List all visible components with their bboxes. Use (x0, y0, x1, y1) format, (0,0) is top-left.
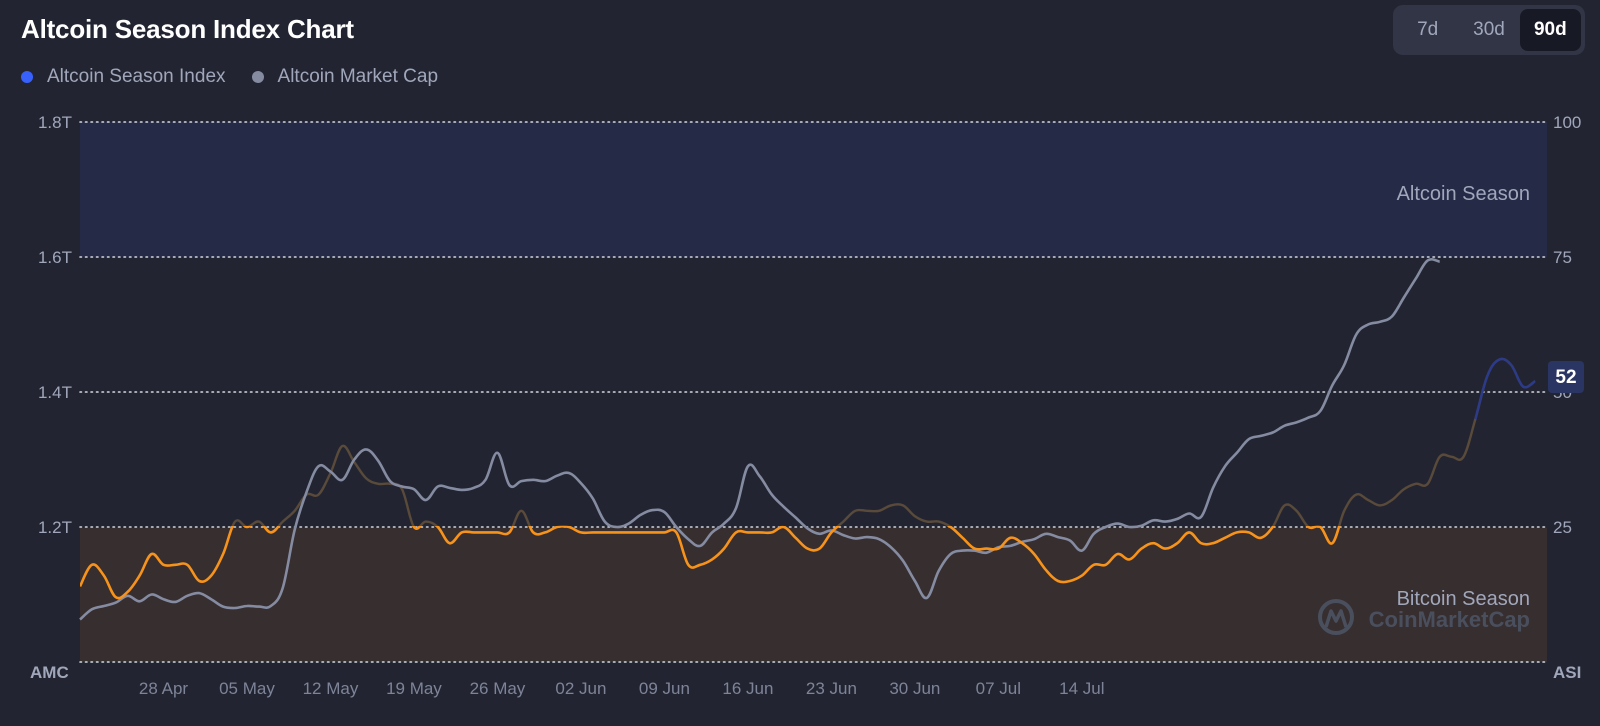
right-axis-ticks: 100755025 (1553, 113, 1581, 537)
x-axis-ticks: 28 Apr 05 May 12 May 19 May 26 May 02 Jun 09 J… (139, 679, 1105, 698)
watermark-brand: CoinMarketCap (1369, 607, 1530, 632)
current-value-text: 52 (1555, 367, 1576, 388)
legend-label: Altcoin Market Cap (277, 66, 439, 87)
altcoin-season-index-line-recent (1474, 357, 1536, 420)
left-tick-label: 1.4T (38, 383, 72, 402)
legend-dot-icon (21, 71, 33, 83)
page-title: Altcoin Season Index Chart (21, 14, 354, 44)
x-tick-label: 19 May (386, 679, 442, 698)
range-button-30d[interactable]: 30d (1473, 19, 1505, 40)
range-button-7d[interactable]: 7d (1417, 19, 1439, 40)
altcoin-market-cap-line (79, 257, 1441, 621)
altcoin-season-zone (80, 122, 1547, 257)
coinmarketcap-logo-icon (1318, 599, 1354, 635)
left-tick-label: 1.2T (38, 518, 72, 537)
altcoin-season-index-line-neutral (230, 357, 1536, 527)
left-axis-name: AMC (30, 663, 69, 682)
x-tick-label: 16 Jun (722, 679, 773, 698)
x-tick-label: 05 May (219, 679, 275, 698)
legend-label: Altcoin Season Index (47, 66, 226, 87)
time-range-selector: 7d 30d 90d (1393, 5, 1585, 55)
right-tick-label: 25 (1553, 518, 1572, 537)
left-tick-label: 1.6T (38, 248, 72, 267)
chart-legend: Altcoin Season Index Altcoin Market Cap (21, 66, 438, 88)
altcoin-season-label: Altcoin Season (1397, 183, 1530, 205)
bitcoin-season-zone (80, 528, 1547, 662)
x-tick-label: 14 Jul (1059, 679, 1104, 698)
bitcoin-season-label: Bitcoin Season (1397, 588, 1530, 610)
current-value-badge: 52 (1548, 361, 1584, 393)
right-tick-label: 75 (1553, 248, 1572, 267)
x-tick-label: 02 Jun (555, 679, 606, 698)
legend-item-altcoin-season-index[interactable]: Altcoin Season Index (21, 66, 226, 88)
x-tick-label: 30 Jun (889, 679, 940, 698)
range-button-90d[interactable]: 90d (1519, 9, 1581, 51)
x-tick-label: 28 Apr (139, 679, 188, 698)
left-tick-label: 1.8T (38, 113, 72, 132)
x-tick-label: 26 May (470, 679, 526, 698)
x-tick-label: 23 Jun (806, 679, 857, 698)
x-tick-label: 09 Jun (639, 679, 690, 698)
legend-item-altcoin-market-cap[interactable]: Altcoin Market Cap (251, 66, 439, 88)
left-axis-ticks: 1.8T 1.6T 1.4T 1.2T (38, 113, 72, 537)
x-tick-label: 12 May (303, 679, 359, 698)
right-axis-name: ASI (1553, 663, 1581, 682)
grid-lines (79, 121, 1548, 663)
x-tick-label: 07 Jul (976, 679, 1021, 698)
right-tick-label: 100 (1553, 113, 1581, 132)
altcoin-season-index-line (80, 526, 1341, 600)
legend-dot-icon (251, 71, 264, 83)
series-layer (79, 257, 1536, 621)
